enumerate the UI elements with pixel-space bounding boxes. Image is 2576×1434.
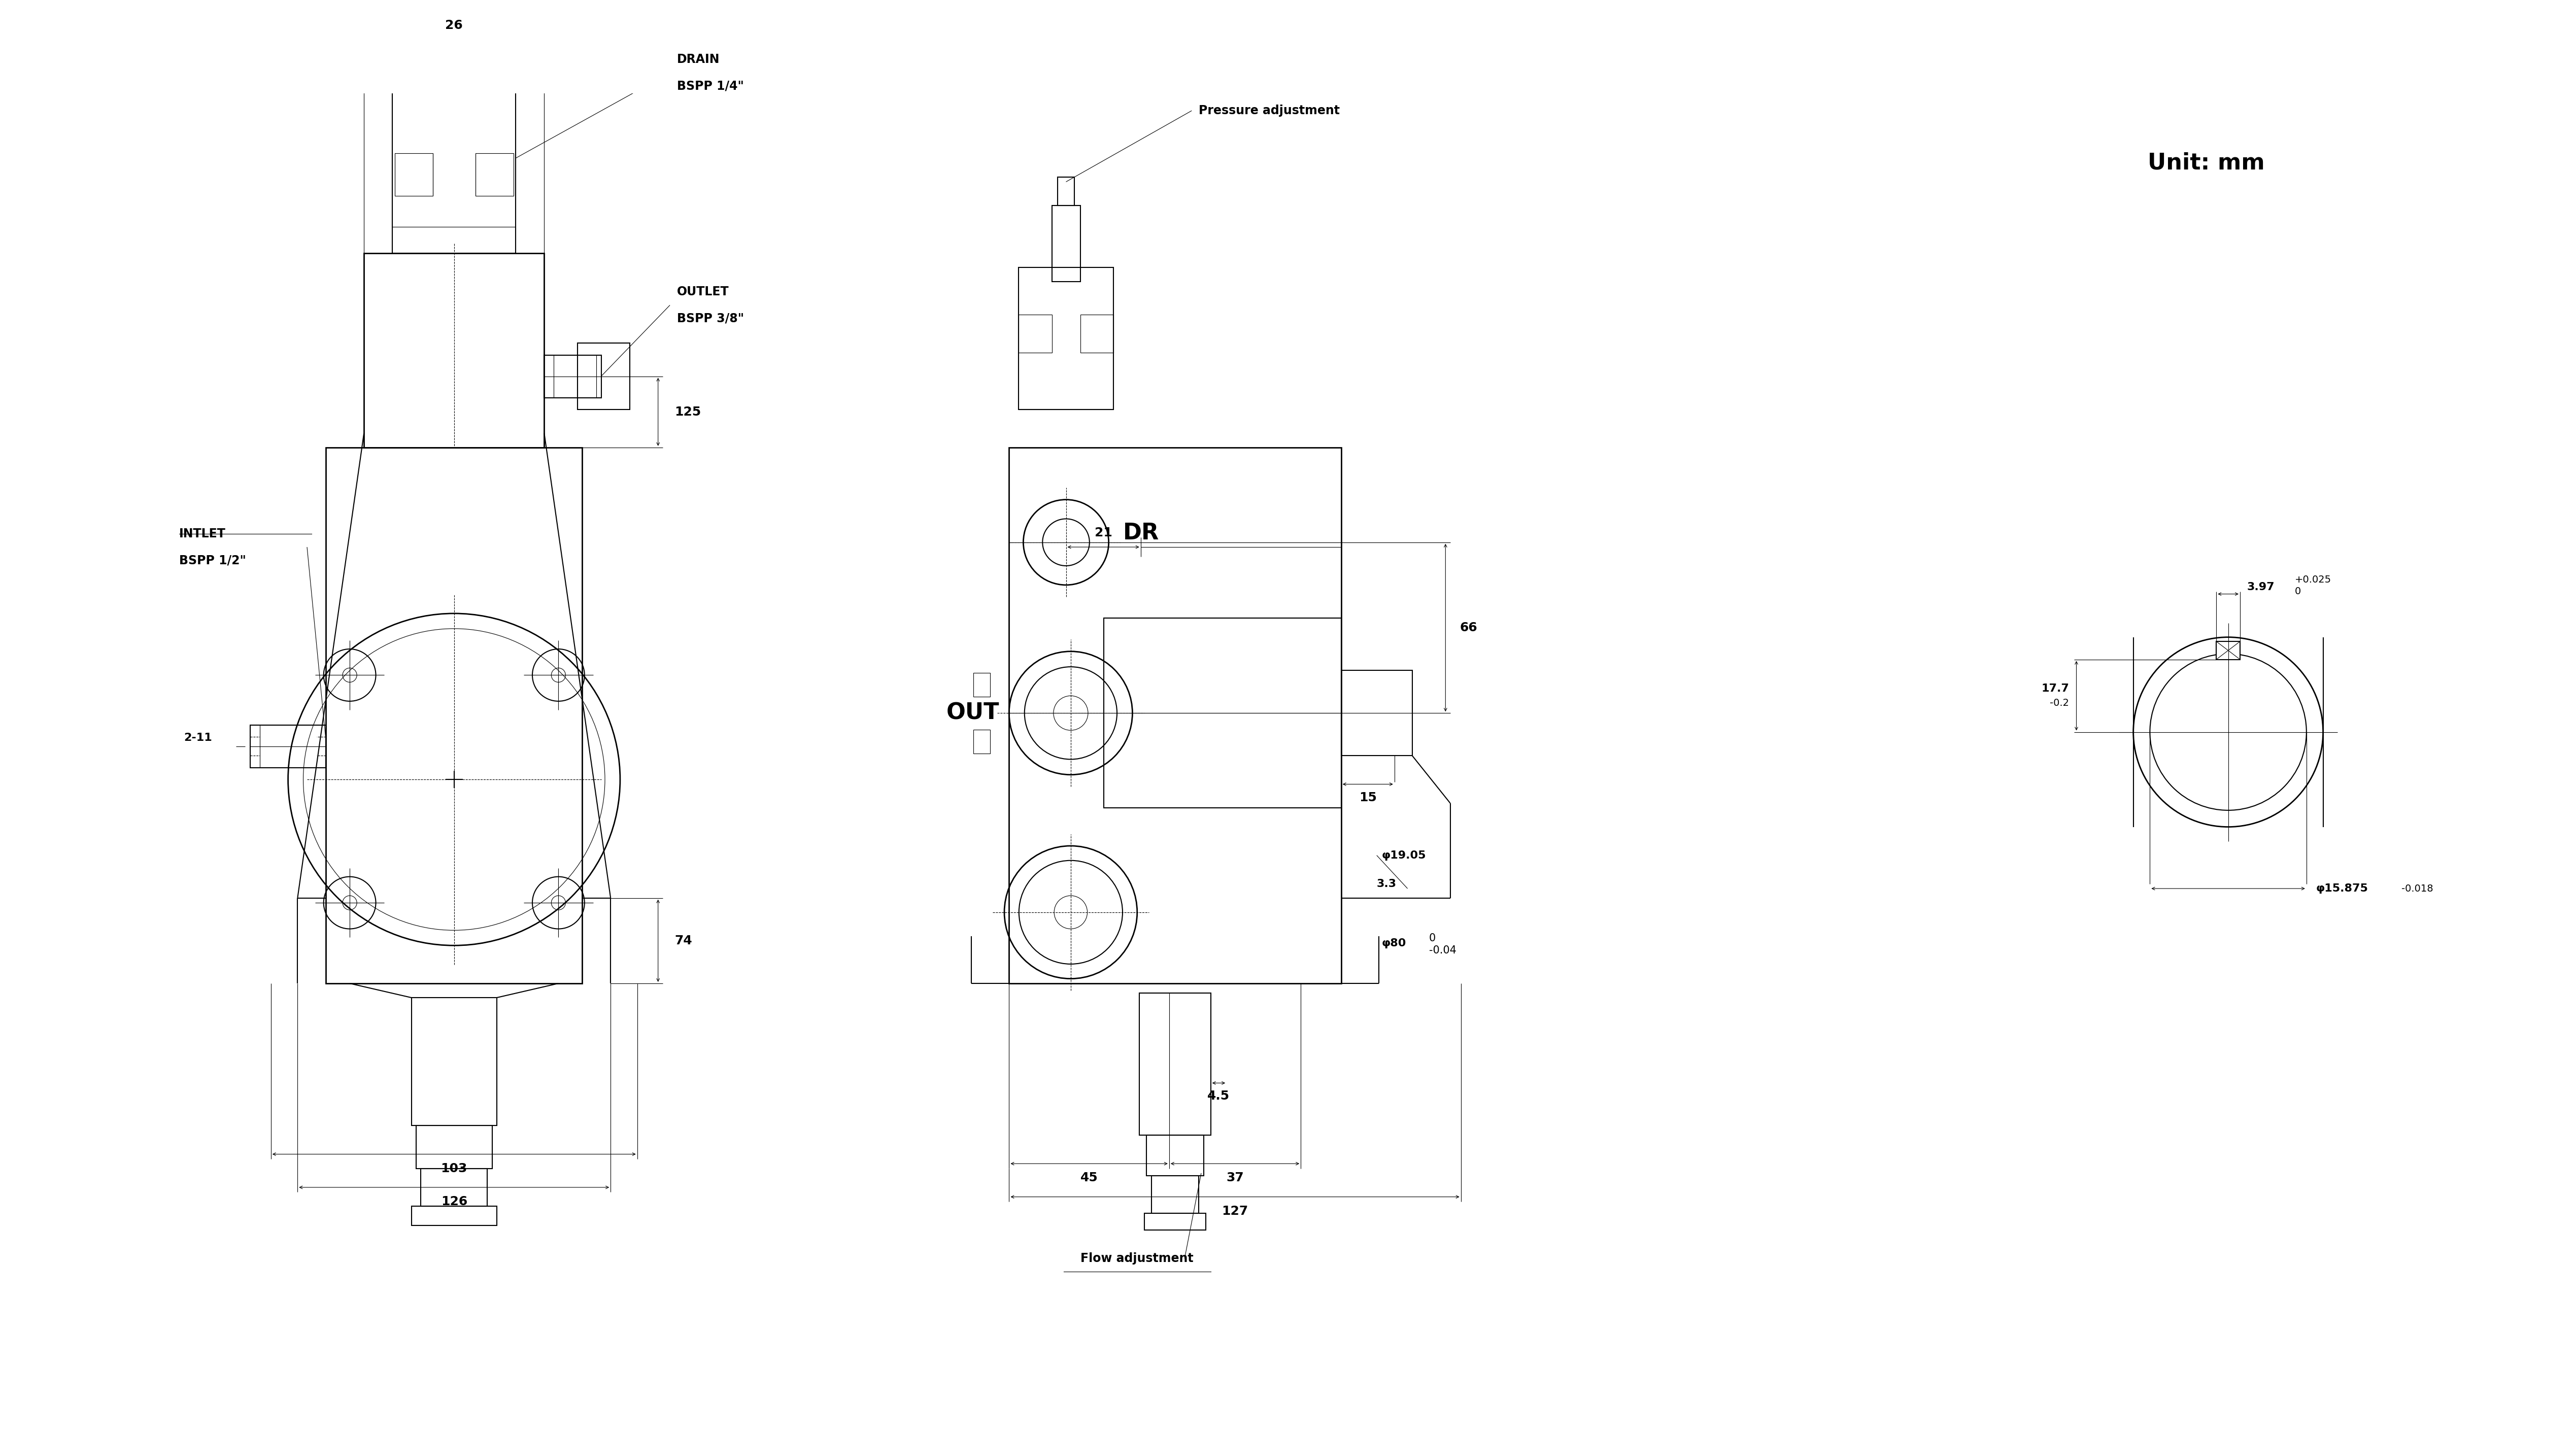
- Text: 127: 127: [1221, 1205, 1249, 1217]
- Bar: [544, 356, 600, 397]
- Text: 74: 74: [675, 935, 693, 946]
- Bar: [974, 673, 989, 697]
- Text: φ15.875: φ15.875: [2316, 883, 2367, 893]
- Bar: [417, 1126, 492, 1169]
- Text: Flow adjustment: Flow adjustment: [1082, 1252, 1193, 1265]
- Bar: [974, 730, 989, 753]
- Text: 2-11: 2-11: [183, 733, 211, 743]
- Text: 15: 15: [1360, 792, 1376, 803]
- Text: 103: 103: [440, 1163, 466, 1174]
- Text: BSPP 3/8": BSPP 3/8": [677, 313, 744, 324]
- Text: Unit: mm: Unit: mm: [2148, 152, 2264, 174]
- Text: 125: 125: [675, 406, 701, 417]
- Bar: [577, 343, 629, 410]
- Bar: [420, 1169, 487, 1206]
- Text: 3.97: 3.97: [2246, 582, 2275, 592]
- Text: -0.018: -0.018: [2401, 883, 2434, 893]
- Text: OUT: OUT: [945, 703, 999, 724]
- Bar: [1151, 1176, 1198, 1213]
- Bar: [1059, 176, 1074, 205]
- Text: BSPP 1/2": BSPP 1/2": [178, 554, 245, 566]
- Bar: [1051, 205, 1079, 281]
- Bar: [1018, 267, 1113, 410]
- Text: φ80: φ80: [1381, 938, 1406, 948]
- Text: DR: DR: [1123, 522, 1159, 543]
- Text: 26: 26: [446, 19, 464, 32]
- Bar: [412, 998, 497, 1126]
- Text: 126: 126: [440, 1196, 466, 1207]
- Text: BSPP 1/4": BSPP 1/4": [677, 80, 744, 92]
- Text: OUTLET: OUTLET: [677, 285, 729, 298]
- Text: Pressure adjustment: Pressure adjustment: [1198, 105, 1340, 116]
- Bar: [1010, 447, 1342, 984]
- Bar: [438, 0, 471, 82]
- Bar: [1018, 314, 1051, 353]
- Text: -0.2: -0.2: [2050, 698, 2069, 707]
- Bar: [1139, 992, 1211, 1136]
- Text: 21: 21: [1095, 526, 1113, 539]
- Bar: [1144, 1213, 1206, 1230]
- Text: 0: 0: [1430, 934, 1435, 944]
- Bar: [250, 726, 327, 767]
- Bar: [477, 153, 513, 196]
- Text: 45: 45: [1079, 1172, 1097, 1184]
- Bar: [2215, 641, 2241, 660]
- Text: 4.5: 4.5: [1208, 1090, 1229, 1103]
- Text: 66: 66: [1461, 621, 1479, 634]
- Text: INTLET: INTLET: [178, 528, 227, 539]
- Bar: [394, 153, 433, 196]
- Bar: [1342, 670, 1412, 756]
- Bar: [1079, 314, 1113, 353]
- Text: DRAIN: DRAIN: [677, 53, 719, 66]
- Text: -0.04: -0.04: [1430, 945, 1455, 955]
- Bar: [412, 1206, 497, 1225]
- Text: φ19.05: φ19.05: [1381, 850, 1427, 860]
- Bar: [1105, 618, 1342, 807]
- Bar: [1146, 1136, 1203, 1176]
- Bar: [327, 447, 582, 984]
- Text: 3.3: 3.3: [1376, 879, 1396, 889]
- Text: 17.7: 17.7: [2040, 684, 2069, 694]
- Text: 37: 37: [1226, 1172, 1244, 1184]
- Bar: [363, 252, 544, 447]
- Text: 0: 0: [2295, 587, 2300, 597]
- Bar: [392, 53, 515, 252]
- Text: +0.025: +0.025: [2295, 575, 2331, 585]
